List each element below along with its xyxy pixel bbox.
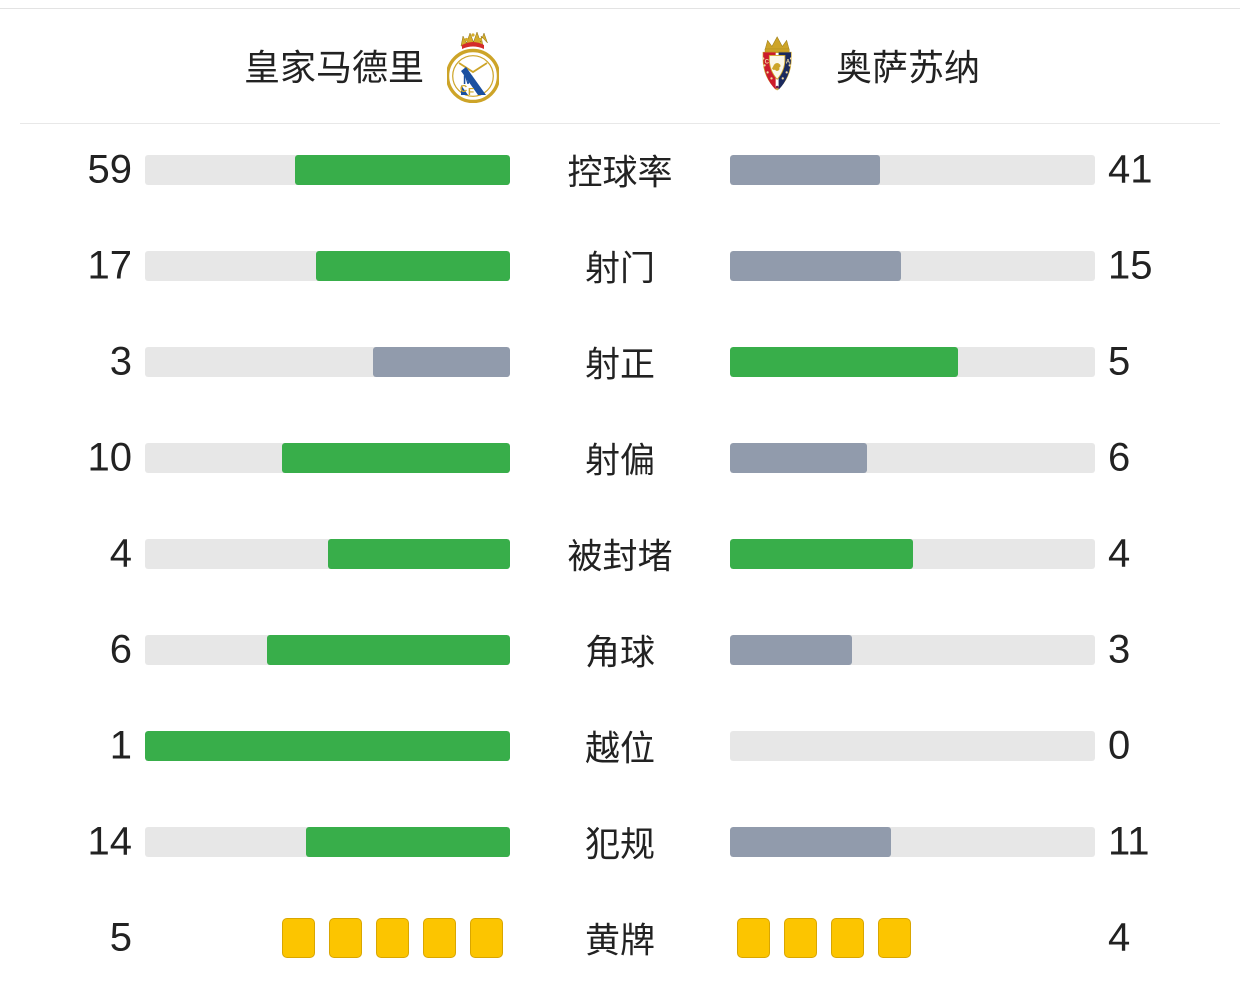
- svg-text:C: C: [765, 59, 770, 65]
- svg-text:A: A: [786, 59, 791, 65]
